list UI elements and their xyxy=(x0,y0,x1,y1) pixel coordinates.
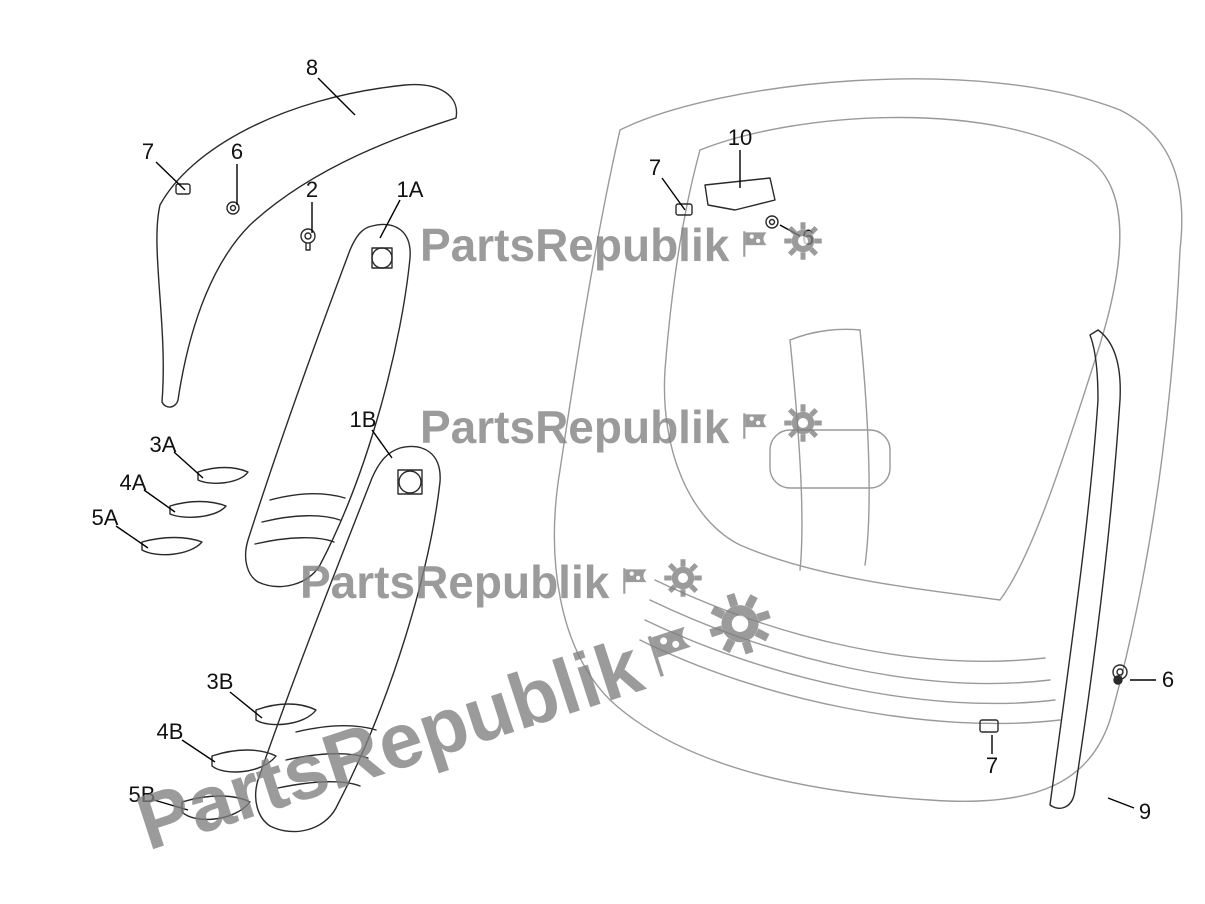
callout-4B: 4B xyxy=(157,719,184,745)
callout-5A: 5A xyxy=(92,505,119,531)
callout-5B: 5B xyxy=(129,782,156,808)
callout-10: 10 xyxy=(728,125,752,151)
callout-6a: 6 xyxy=(231,139,243,165)
callout-2: 2 xyxy=(306,177,318,203)
callout-8: 8 xyxy=(306,55,318,81)
callout-1A: 1A xyxy=(397,177,424,203)
callout-6b: 6 xyxy=(802,225,814,251)
callout-4A: 4A xyxy=(120,470,147,496)
callout-6c: 6 xyxy=(1162,667,1174,693)
callout-9: 9 xyxy=(1139,799,1151,825)
parts-line-art xyxy=(0,0,1205,904)
diagram-stage: 8 7 6 2 1A 7 10 6 3A 4A 5A 1B 3B 4B 5B 6… xyxy=(0,0,1205,904)
callout-7b: 7 xyxy=(649,155,661,181)
callout-7c: 7 xyxy=(986,753,998,779)
callout-3B: 3B xyxy=(207,669,234,695)
callout-7a: 7 xyxy=(142,139,154,165)
callout-3A: 3A xyxy=(150,432,177,458)
callout-1B: 1B xyxy=(350,407,377,433)
